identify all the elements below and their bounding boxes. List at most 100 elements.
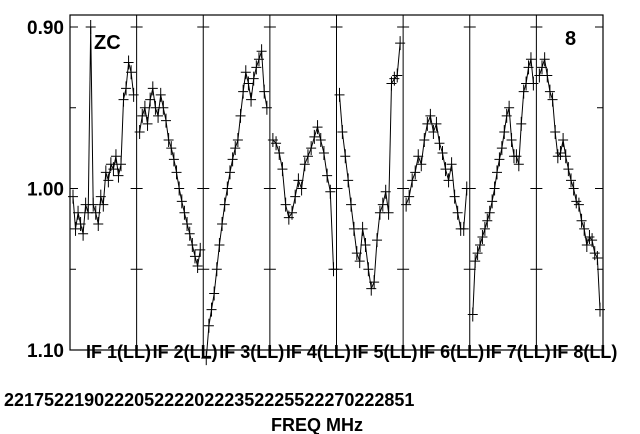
data-point xyxy=(214,238,225,253)
data-point xyxy=(472,246,483,261)
data-point xyxy=(113,168,124,183)
panel-label: IF 6(LL) xyxy=(419,342,484,362)
data-point xyxy=(296,181,307,196)
data-point xyxy=(166,141,177,156)
data-point xyxy=(163,133,174,148)
data-point xyxy=(351,246,362,261)
data-point xyxy=(251,60,262,75)
series-group xyxy=(68,20,605,366)
data-point xyxy=(573,197,584,212)
data-point xyxy=(416,157,427,172)
data-point xyxy=(550,124,561,139)
data-point xyxy=(93,217,104,232)
data-point xyxy=(374,205,385,220)
data-point xyxy=(142,116,153,131)
data-point xyxy=(192,259,203,274)
data-point xyxy=(253,52,264,67)
data-point xyxy=(487,194,498,209)
data-point xyxy=(227,152,238,167)
data-point xyxy=(337,124,348,139)
data-point xyxy=(467,307,478,322)
data-point xyxy=(280,197,291,212)
data-point xyxy=(137,108,148,123)
x-axis-title: FREQ MHz xyxy=(271,415,363,434)
data-point xyxy=(571,194,582,209)
data-point xyxy=(422,116,433,131)
data-point xyxy=(499,124,510,139)
data-point xyxy=(494,152,505,167)
y-tick-label: 1.10 xyxy=(27,341,64,362)
panel-separators xyxy=(130,15,543,351)
data-point xyxy=(340,149,351,164)
data-point xyxy=(240,65,251,80)
data-point xyxy=(404,189,415,204)
data-point xyxy=(302,149,313,164)
data-point xyxy=(357,221,368,236)
data-point xyxy=(299,157,310,172)
data-point xyxy=(134,124,145,139)
data-point xyxy=(108,162,119,177)
data-point xyxy=(584,229,595,244)
data-point xyxy=(504,100,515,115)
data-point xyxy=(346,197,357,212)
data-point xyxy=(230,141,241,156)
data-point xyxy=(354,254,365,269)
data-point xyxy=(484,205,495,220)
data-point xyxy=(547,92,558,107)
data-point xyxy=(189,249,200,264)
data-point xyxy=(187,238,198,253)
data-point xyxy=(372,233,383,248)
data-point xyxy=(587,233,598,248)
data-point xyxy=(182,217,193,232)
panel-label: IF 2(LL) xyxy=(153,342,218,362)
data-point xyxy=(360,238,371,253)
data-point xyxy=(95,189,106,204)
data-point xyxy=(318,145,329,160)
data-point xyxy=(209,286,220,301)
data-point xyxy=(446,157,457,172)
panel-label: IF 8(LL) xyxy=(552,342,617,362)
data-point xyxy=(506,133,517,148)
series-line xyxy=(472,59,534,315)
y-tick-label: 0.90 xyxy=(27,18,64,39)
series-line xyxy=(139,88,201,267)
data-point xyxy=(238,84,249,99)
panel-labels: IF 1(LL) IF 2(LL) IF 3(LL) IF 4(LL) IF 5(LL)… xyxy=(86,342,617,362)
series-panel xyxy=(134,81,206,274)
data-point xyxy=(419,133,430,148)
data-point xyxy=(380,184,391,199)
data-point xyxy=(70,221,81,236)
data-point xyxy=(555,145,566,160)
data-point xyxy=(184,226,195,241)
data-point xyxy=(492,165,502,180)
series-panel xyxy=(201,44,272,366)
data-point xyxy=(293,173,304,188)
data-point xyxy=(401,197,412,212)
data-point xyxy=(248,71,259,86)
data-point xyxy=(256,44,267,59)
data-point xyxy=(539,52,550,67)
data-point xyxy=(243,76,254,91)
data-point xyxy=(126,65,137,80)
data-point xyxy=(369,275,380,290)
panel-label: IF 4(LL) xyxy=(286,342,351,362)
data-point xyxy=(277,162,288,177)
data-point xyxy=(145,92,156,107)
data-point xyxy=(235,108,246,123)
data-point xyxy=(158,100,169,115)
data-point xyxy=(110,149,121,164)
series-line xyxy=(538,59,601,310)
data-point xyxy=(325,184,336,199)
data-point xyxy=(206,302,217,317)
data-point xyxy=(315,133,326,148)
data-point xyxy=(121,81,132,96)
data-point xyxy=(201,351,212,366)
series-line xyxy=(205,51,268,359)
data-point xyxy=(195,242,206,257)
data-point xyxy=(98,197,109,212)
data-point xyxy=(115,157,126,172)
y-tick-label: 1.00 xyxy=(27,180,64,201)
data-point xyxy=(222,181,233,196)
data-point xyxy=(449,189,460,204)
